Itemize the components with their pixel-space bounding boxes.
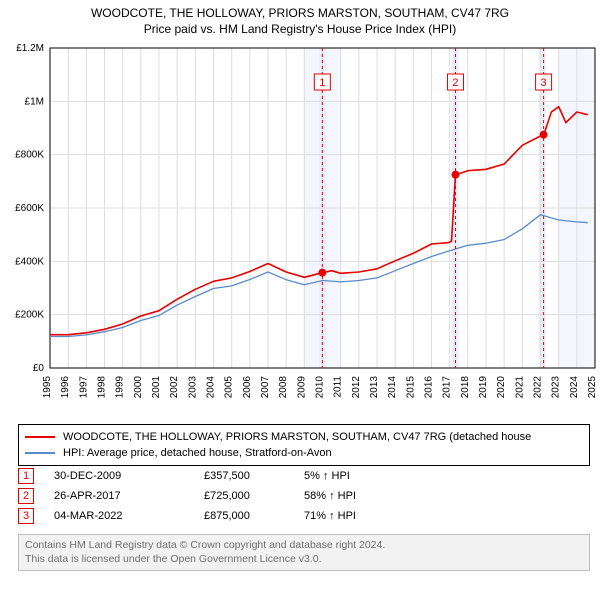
svg-text:2: 2 [452, 77, 458, 89]
svg-text:2021: 2021 [514, 376, 525, 399]
svg-text:£200K: £200K [15, 310, 44, 321]
sale-diff-2: 58% ↑ HPI [304, 490, 414, 502]
svg-text:1999: 1999 [115, 376, 126, 399]
svg-text:1998: 1998 [97, 376, 108, 399]
footnote-line-1: Contains HM Land Registry data © Crown c… [25, 539, 583, 553]
sale-price-3: £875,000 [204, 510, 304, 522]
svg-text:1996: 1996 [60, 376, 71, 399]
svg-text:2007: 2007 [260, 376, 271, 399]
sale-price-1: £357,500 [204, 470, 304, 482]
svg-text:£600K: £600K [15, 203, 44, 214]
sale-row-3: 3 04-MAR-2022 £875,000 71% ↑ HPI [18, 506, 590, 526]
svg-text:£400K: £400K [15, 256, 44, 267]
sale-row-2: 2 26-APR-2017 £725,000 58% ↑ HPI [18, 486, 590, 506]
svg-text:2023: 2023 [551, 376, 562, 399]
svg-text:£1.2M: £1.2M [16, 43, 44, 54]
sale-date-3: 04-MAR-2022 [54, 510, 204, 522]
svg-text:£800K: £800K [15, 150, 44, 161]
legend-swatch-hpi [25, 452, 55, 454]
svg-text:2005: 2005 [224, 376, 235, 399]
svg-text:2025: 2025 [587, 376, 598, 399]
svg-text:2004: 2004 [206, 376, 217, 399]
svg-text:2019: 2019 [478, 376, 489, 399]
sale-marker-box-2: 2 [18, 488, 34, 504]
svg-text:2016: 2016 [424, 376, 435, 399]
sale-marker-box-1: 1 [18, 468, 34, 484]
svg-text:2013: 2013 [369, 376, 380, 399]
sale-price-2: £725,000 [204, 490, 304, 502]
chart-container: { "title_main": "WOODCOTE, THE HOLLOWAY,… [0, 0, 600, 590]
svg-text:2022: 2022 [533, 376, 544, 399]
svg-text:2011: 2011 [333, 376, 344, 398]
svg-text:2024: 2024 [569, 376, 580, 399]
chart-title-main: WOODCOTE, THE HOLLOWAY, PRIORS MARSTON, … [4, 6, 596, 20]
svg-text:2001: 2001 [151, 376, 162, 399]
chart-titles: WOODCOTE, THE HOLLOWAY, PRIORS MARSTON, … [0, 0, 600, 38]
legend-label-property: WOODCOTE, THE HOLLOWAY, PRIORS MARSTON, … [63, 430, 531, 445]
svg-text:2000: 2000 [133, 376, 144, 399]
legend-item-hpi: HPI: Average price, detached house, Stra… [25, 445, 583, 461]
sale-events: 1 30-DEC-2009 £357,500 5% ↑ HPI 2 26-APR… [18, 466, 590, 526]
sale-marker-box-3: 3 [18, 508, 34, 524]
svg-text:2006: 2006 [242, 376, 253, 399]
line-chart: £0 £200K £400K £600K £800K £1M £1.2M 1995 1996 19… [0, 38, 600, 418]
svg-text:2015: 2015 [405, 376, 416, 399]
sale-row-1: 1 30-DEC-2009 £357,500 5% ↑ HPI [18, 466, 590, 486]
svg-text:2010: 2010 [315, 376, 326, 399]
svg-text:1997: 1997 [78, 376, 89, 399]
svg-text:2012: 2012 [351, 376, 362, 399]
svg-text:2002: 2002 [169, 376, 180, 399]
legend-item-property: WOODCOTE, THE HOLLOWAY, PRIORS MARSTON, … [25, 429, 583, 445]
legend-swatch-property [25, 436, 55, 438]
svg-text:£0: £0 [33, 363, 45, 374]
svg-text:2020: 2020 [496, 376, 507, 399]
svg-text:2008: 2008 [278, 376, 289, 399]
svg-text:2014: 2014 [387, 376, 398, 399]
svg-text:2003: 2003 [187, 376, 198, 399]
chart-legend: WOODCOTE, THE HOLLOWAY, PRIORS MARSTON, … [18, 424, 590, 466]
footnote-line-2: This data is licensed under the Open Gov… [25, 553, 583, 567]
svg-text:2018: 2018 [460, 376, 471, 399]
svg-text:3: 3 [541, 77, 547, 89]
svg-text:1995: 1995 [42, 376, 53, 399]
svg-text:2009: 2009 [296, 376, 307, 399]
sale-date-1: 30-DEC-2009 [54, 470, 204, 482]
svg-text:£1M: £1M [25, 96, 44, 107]
footnote: Contains HM Land Registry data © Crown c… [18, 534, 590, 571]
legend-label-hpi: HPI: Average price, detached house, Stra… [63, 446, 332, 461]
sale-date-2: 26-APR-2017 [54, 490, 204, 502]
chart-title-sub: Price paid vs. HM Land Registry's House … [4, 22, 596, 36]
sale-diff-1: 5% ↑ HPI [304, 470, 414, 482]
chart-svg-zone: £0 £200K £400K £600K £800K £1M £1.2M 1995 1996 19… [0, 38, 600, 420]
svg-text:1: 1 [319, 77, 325, 89]
sale-diff-3: 71% ↑ HPI [304, 510, 414, 522]
svg-text:2017: 2017 [442, 376, 453, 399]
